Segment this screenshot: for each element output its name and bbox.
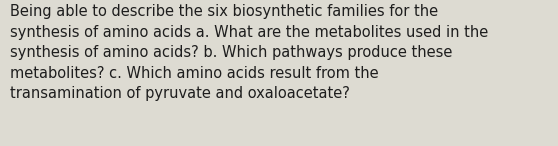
Text: Being able to describe the six biosynthetic families for the
synthesis of amino : Being able to describe the six biosynthe… — [10, 4, 488, 101]
